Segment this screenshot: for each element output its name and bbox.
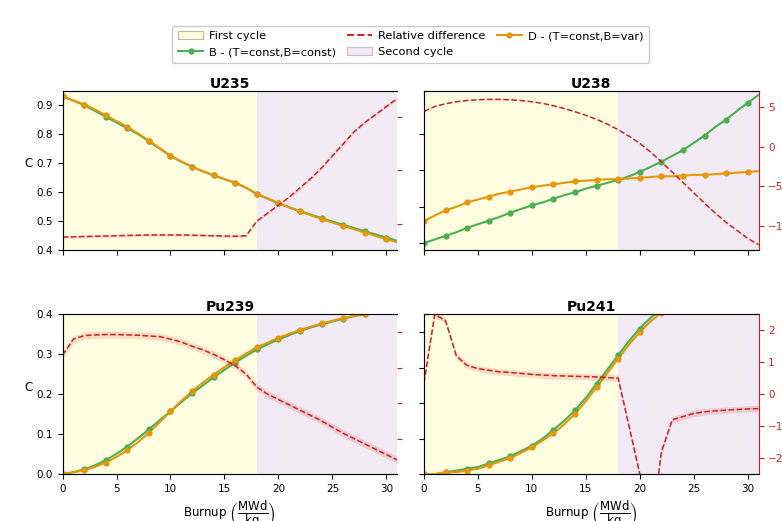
Title: Pu239: Pu239 xyxy=(206,300,254,314)
Bar xyxy=(256,314,397,474)
Legend: First cycle, B - (T=const,B=const), Relative difference, Second cycle, D - (T=co: First cycle, B - (T=const,B=const), Rela… xyxy=(172,26,649,63)
Bar xyxy=(63,314,256,474)
Title: U235: U235 xyxy=(210,77,250,91)
Title: Pu241: Pu241 xyxy=(566,300,616,314)
X-axis label: Burnup $\left(\dfrac{\mathrm{MWd}}{\mathrm{kg}}\right)$: Burnup $\left(\dfrac{\mathrm{MWd}}{\math… xyxy=(184,500,276,521)
X-axis label: Burnup $\left(\dfrac{\mathrm{MWd}}{\mathrm{kg}}\right)$: Burnup $\left(\dfrac{\mathrm{MWd}}{\math… xyxy=(545,500,637,521)
Bar xyxy=(63,91,256,251)
Bar xyxy=(256,91,397,251)
Y-axis label: C: C xyxy=(24,381,32,394)
Y-axis label: C: C xyxy=(24,157,32,170)
Bar xyxy=(619,314,759,474)
Bar xyxy=(424,314,619,474)
Bar xyxy=(424,91,619,251)
Title: U238: U238 xyxy=(571,77,612,91)
Bar xyxy=(619,91,759,251)
